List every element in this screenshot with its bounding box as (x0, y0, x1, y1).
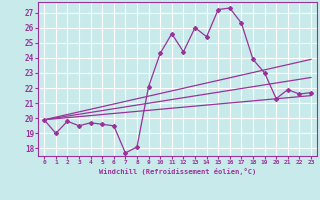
X-axis label: Windchill (Refroidissement éolien,°C): Windchill (Refroidissement éolien,°C) (99, 168, 256, 175)
